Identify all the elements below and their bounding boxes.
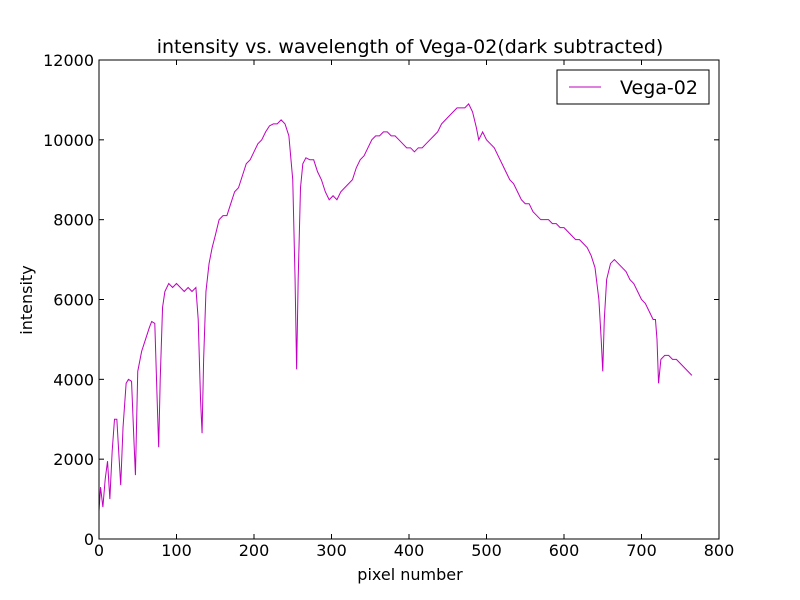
y-tick-label: 10000 [43, 131, 94, 150]
x-tick-label: 200 [239, 541, 270, 560]
x-tick-label: 800 [704, 541, 735, 560]
legend-label: Vega-02 [620, 77, 698, 99]
plot-frame [98, 59, 720, 540]
x-tick-label: 400 [394, 541, 425, 560]
y-tick-label: 2000 [53, 450, 94, 469]
x-tick-label: 300 [316, 541, 347, 560]
y-tick-label: 4000 [53, 370, 94, 389]
y-tick-label: 6000 [53, 291, 94, 310]
x-tick-label: 0 [94, 541, 104, 560]
y-tick-label: 0 [84, 530, 94, 549]
x-tick-label: 600 [549, 541, 580, 560]
data-line [98, 103, 693, 512]
x-tick-label: 500 [471, 541, 502, 560]
x-axis-label: pixel number [357, 565, 463, 584]
y-tick-label: 8000 [53, 211, 94, 230]
y-axis-label: intensity [17, 265, 36, 334]
x-tick-label: 100 [161, 541, 192, 560]
y-tick-label: 12000 [43, 51, 94, 70]
chart-title: intensity vs. wavelength of Vega-02(dark… [157, 36, 664, 58]
x-tick-label: 700 [626, 541, 657, 560]
